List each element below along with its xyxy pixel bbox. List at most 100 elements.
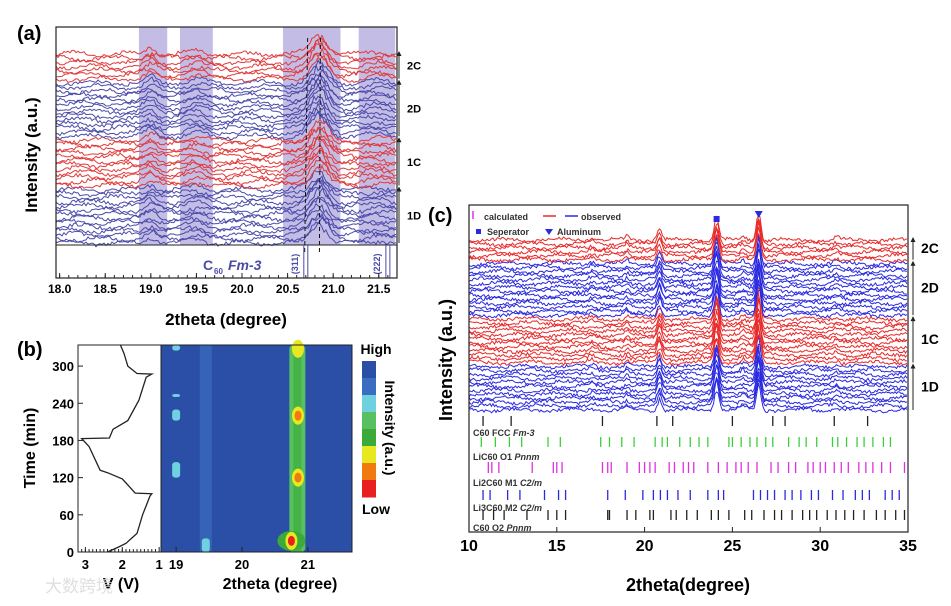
dashed-guide	[318, 37, 321, 256]
heatmap-spot	[294, 410, 302, 421]
group-label-1D: 1D	[921, 378, 939, 394]
heatmap-spot	[172, 393, 181, 398]
x-tick-label: 30	[811, 538, 829, 555]
trace-2D	[468, 279, 908, 311]
trace-2D	[468, 269, 908, 303]
panel-a-xlabel: 2theta (degree)	[165, 310, 287, 329]
trace-1D	[468, 367, 908, 398]
trace-2C	[469, 217, 908, 248]
x-tick-label: 20	[235, 557, 249, 572]
x-tick-label: 19.5	[185, 282, 209, 296]
arrow-icon	[396, 137, 402, 143]
trace-1D	[55, 178, 397, 207]
trace-1D	[468, 377, 908, 410]
y-tick-label: 60	[60, 508, 74, 523]
trace-2C	[55, 46, 397, 75]
phase-label: C60 O2 Pnnm	[473, 523, 532, 533]
space-group: Fm-3	[513, 428, 535, 438]
panel-b-label: (b)	[17, 339, 43, 361]
trace-2D	[55, 68, 397, 96]
heatmap-spot	[201, 538, 210, 552]
trace-1D	[468, 349, 908, 383]
trace-1D	[55, 208, 397, 231]
trace-2C	[468, 214, 908, 244]
arrow-icon	[910, 237, 916, 242]
x-tick-label: 2	[119, 557, 126, 572]
trace-2D	[55, 79, 397, 108]
y-tick-label: 0	[67, 545, 74, 560]
x-tick-label: 15	[548, 538, 566, 555]
reflection-label: (222)	[372, 253, 382, 274]
trace-1C	[55, 126, 397, 154]
trace-1C	[55, 144, 397, 169]
group-label-2C: 2C	[407, 60, 421, 72]
phase-label: LiC60 O1 Pnnm	[473, 452, 540, 462]
legend-aluminum: Aluminum	[557, 227, 601, 237]
trace-1D	[468, 357, 908, 386]
arrow-icon	[910, 260, 916, 266]
trace-2D	[468, 248, 908, 284]
trace-1C	[468, 299, 908, 335]
colorbar-high: High	[360, 341, 391, 357]
trace-1C	[468, 292, 908, 327]
legend-aluminum-triangle	[545, 229, 553, 235]
colorbar-segment	[362, 429, 376, 447]
group-label-1C: 1C	[921, 331, 939, 347]
group-label-1D: 1D	[407, 210, 421, 222]
trace-1C	[55, 160, 397, 186]
voltage-frame	[77, 344, 162, 553]
heatmap-background	[161, 345, 352, 552]
x-tick-label: 20.0	[230, 282, 254, 296]
trace-2C	[468, 226, 908, 260]
trace-2D	[55, 110, 397, 137]
trace-1C	[468, 319, 908, 351]
colorbar-segment	[362, 395, 376, 413]
trace-1D	[55, 186, 397, 215]
colorbar-segment	[362, 446, 376, 464]
trace-1D	[55, 221, 397, 248]
arrow-icon	[396, 186, 402, 192]
colorbar-segment	[362, 361, 376, 379]
voltage-curve	[80, 344, 155, 553]
watermark: 大数跨境	[45, 577, 113, 596]
trace-2D	[55, 88, 397, 116]
panel-a-frame	[55, 26, 398, 279]
colorbar-title: Intensity (a.u.)	[382, 381, 398, 476]
separator-marker	[713, 216, 720, 222]
trace-2C	[55, 33, 397, 58]
arrow-icon	[910, 316, 916, 322]
aluminum-marker	[754, 211, 763, 218]
space-group: C2/m	[520, 503, 542, 513]
trace-2C	[55, 52, 397, 79]
trace-2D	[55, 94, 397, 120]
colorbar-segment	[362, 480, 376, 498]
x-tick-label: 18.5	[94, 282, 118, 296]
trace-1C	[468, 325, 908, 363]
heatmap-spot	[172, 345, 181, 351]
trace-1C	[468, 333, 908, 367]
panel-b-ylabel: Time (min)	[22, 408, 39, 489]
x-tick-label: 18.0	[48, 282, 72, 296]
group-label-1C: 1C	[407, 157, 421, 169]
trace-1C	[468, 286, 908, 323]
legend-observed: observed	[581, 212, 621, 222]
panel-c-xlabel: 2theta(degree)	[626, 575, 750, 595]
phase-label: C60 FCC Fm-3	[473, 428, 535, 438]
x-tick-label: 20	[636, 538, 654, 555]
space-group: Pnnm	[515, 452, 540, 462]
space-group: Pnnm	[507, 523, 532, 533]
group-label-2D: 2D	[921, 279, 939, 295]
x-tick-label: 21.5	[367, 282, 391, 296]
trace-2D	[468, 271, 908, 307]
panel-b-xlabel: 2theta (degree)	[223, 576, 338, 593]
dashed-guide	[304, 37, 309, 256]
voltage-xlabel: V (V)	[103, 576, 139, 593]
x-tick-label: 35	[899, 538, 917, 555]
y-tick-label: 180	[52, 433, 74, 448]
panel-c-ylabel: Intensity (a.u.)	[436, 299, 456, 421]
x-tick-label: 25	[724, 538, 742, 555]
trace-1D	[468, 343, 908, 375]
trace-2C	[468, 218, 908, 252]
arrow-icon	[396, 79, 402, 85]
